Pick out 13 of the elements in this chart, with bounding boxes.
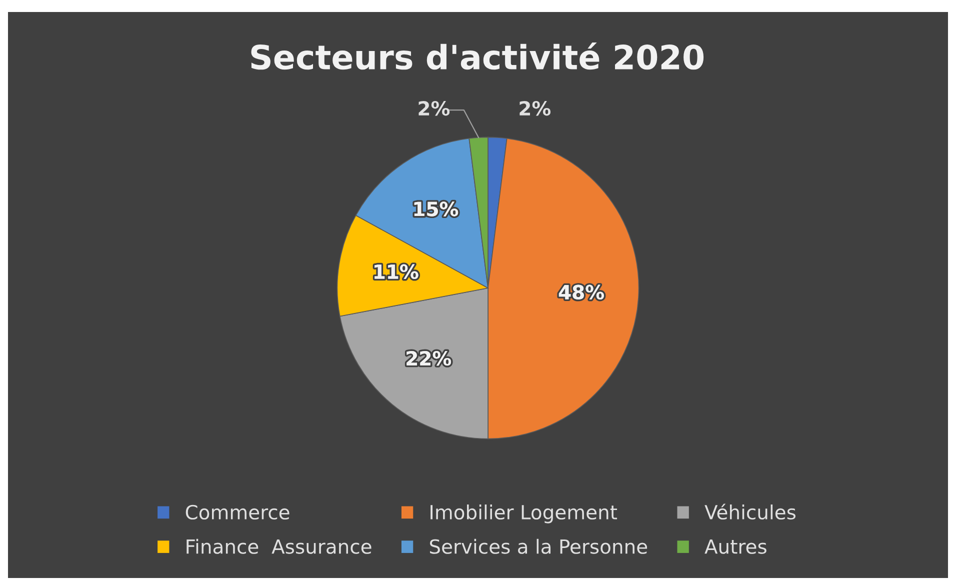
data-label: 2% (418, 100, 450, 116)
legend-label: Imobilier Logement (430, 504, 618, 524)
data-label: 15% (414, 202, 458, 216)
legend-label: Services a la Personne (430, 538, 648, 554)
data-label: 48% (558, 284, 604, 300)
data-label: 22% (406, 350, 452, 366)
legend-label: Commerce (186, 504, 290, 520)
legend-label: Véhicules (704, 504, 796, 520)
data-label: 2% (520, 100, 551, 116)
chart-title: Secteurs d'activité 2020 (251, 42, 704, 70)
legend-label: Autres (704, 539, 766, 554)
legend-label: Finance Assurance (186, 538, 372, 554)
data-label: 11% (374, 264, 418, 280)
